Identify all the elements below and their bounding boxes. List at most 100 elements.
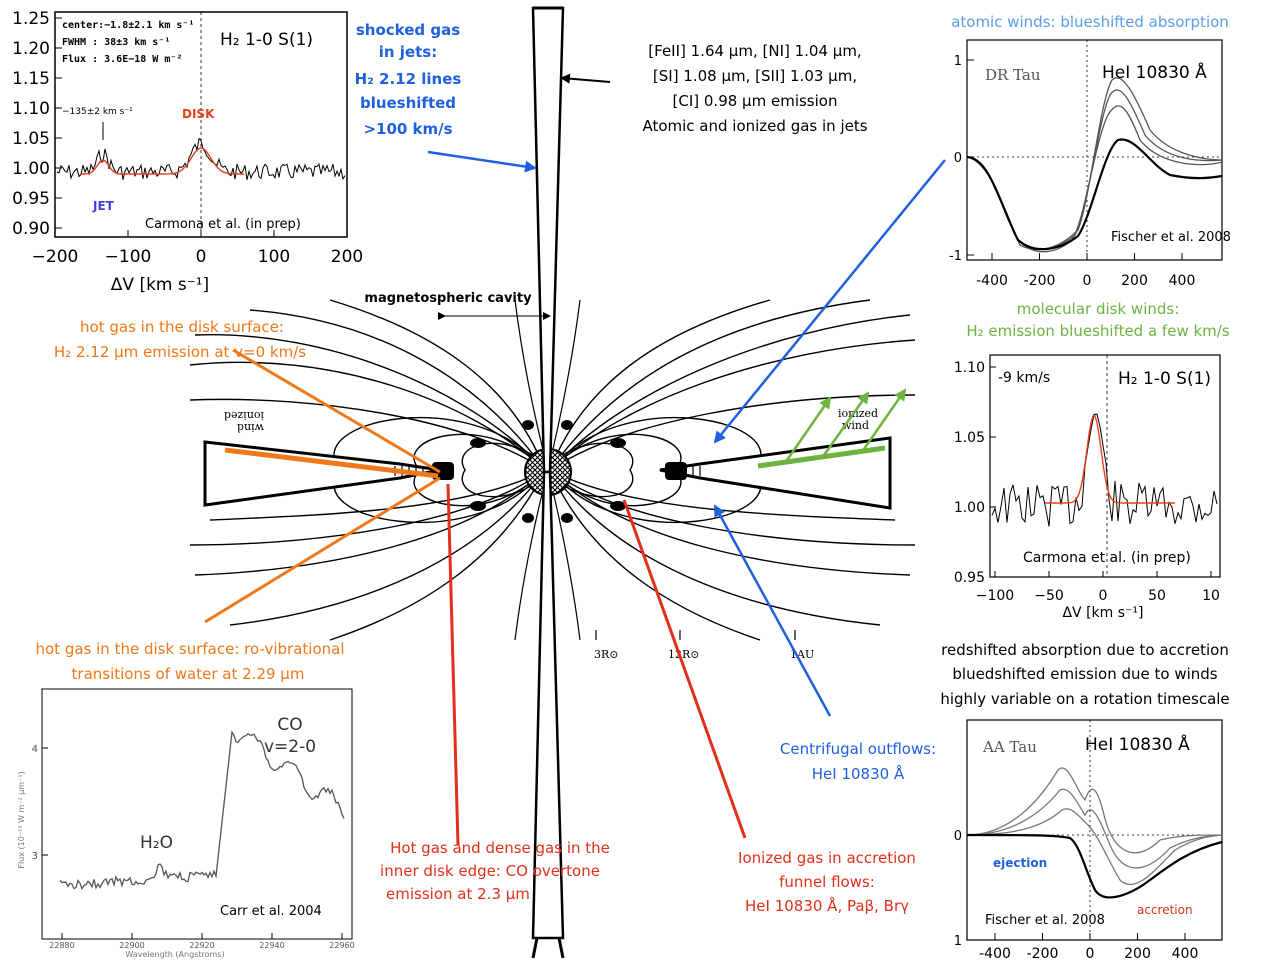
h2-disk-xtick-label: 50 <box>1148 588 1166 604</box>
aa-tau-xtick-label: 0 <box>1086 946 1095 962</box>
shocked-gas-4: blueshifted <box>360 94 456 112</box>
panel-h2-disk-frame <box>989 354 1221 578</box>
h2-jet-jet-label: JET <box>92 199 115 213</box>
h2-disk-xtick-label: 0 <box>1099 588 1108 604</box>
hot-gas-water-1: hot gas in the disk surface: ro-vibratio… <box>36 640 345 658</box>
co-overtone-3: emission at 2.3 μm <box>386 885 530 903</box>
h2-jet-xtick-label: −100 <box>105 247 152 267</box>
co-xtick-label: 22920 <box>189 941 214 950</box>
h2-disk-spectrum <box>991 413 1218 527</box>
aa-tau-xtick-label: -200 <box>1027 946 1059 962</box>
hot-gas-h2-1: hot gas in the disk surface: <box>80 318 284 336</box>
ionized-wind-left-1: ionized <box>224 409 264 422</box>
molecular-wind-arrow-1 <box>783 396 832 464</box>
hot-gas-water-line <box>204 476 441 624</box>
h2-jet-xtick-label: −200 <box>32 247 79 267</box>
h2-jet-xtick-label: 0 <box>196 247 207 267</box>
dr-tau-ytick-label: 0 <box>954 151 962 166</box>
h2-jet-info-2: FWHM : 38±3 km s⁻¹ <box>62 37 170 48</box>
accretion-note-1: redshifted absorption due to accretion <box>941 641 1229 659</box>
centrifugal-1: Centrifugal outflows: <box>780 740 936 758</box>
co-ylabel: Flux (10⁻¹⁹ W m⁻² μm⁻¹) <box>17 771 26 868</box>
aa-tau-xtick-label: 200 <box>1124 946 1151 962</box>
panel-co: CO v=2-0 H₂O Carr et al. 2004 Flux (10⁻¹… <box>17 688 355 959</box>
h2-jet-spectrum <box>56 137 346 181</box>
h2-jet-ytick-label: 1.05 <box>12 129 50 149</box>
molecular-wind-arrow-3 <box>860 388 907 453</box>
dr-tau-profiles <box>966 77 1223 253</box>
atomic-jets-1: [FeII] 1.64 μm, [NI] 1.04 μm, <box>648 42 861 60</box>
disk-inner-rim-right <box>665 462 687 480</box>
dr-tau-line: HeI 10830 Å <box>1102 61 1207 83</box>
co-xtick-label: 22900 <box>119 941 144 950</box>
co-spectrum <box>59 729 345 891</box>
dr-tau-ytick-label: 1 <box>954 54 962 69</box>
co-ytick-label: 3 <box>32 851 38 862</box>
h2-jet-ytick-label: 0.90 <box>12 219 50 239</box>
atomic-jets-2: [SI] 1.08 μm, [SII] 1.03 μm, <box>653 67 857 85</box>
aa-tau-xtick-label: 400 <box>1172 946 1199 962</box>
aa-tau-profiles <box>966 767 1223 899</box>
aa-tau-ytick-label: 0 <box>954 829 962 844</box>
atomic-jet-arrow <box>560 73 611 84</box>
atomic-jets-4: Atomic and ionized gas in jets <box>642 117 867 135</box>
h2-jet-ytick-label: 1.20 <box>12 39 50 59</box>
h2-disk-ytick-label: 1.05 <box>954 430 985 446</box>
aa-tau-xtick-label: -400 <box>979 946 1011 962</box>
h2-disk-ytick-label: 0.95 <box>954 570 985 586</box>
funnel-flows-2: funnel flows: <box>779 873 875 891</box>
molecular-winds-1: molecular disk winds: <box>1017 300 1180 318</box>
accretion-note-3: highly variable on a rotation timescale <box>940 690 1229 708</box>
h2-jet-disk-label: DISK <box>182 107 215 121</box>
aa-tau-accretion: accretion <box>1137 903 1193 917</box>
panel-aa-tau-frame <box>966 719 1223 941</box>
ionized-wind-left-2: wind <box>237 421 264 434</box>
h2-jet-info-3: Flux : 3.6E−18 W m⁻² <box>62 54 182 65</box>
h2-disk-xlabel: ΔV [km s⁻¹] <box>1062 605 1143 621</box>
h2-disk-ytick-label: 1.00 <box>954 500 985 516</box>
h2-jet-ytick-label: 1.25 <box>12 9 50 29</box>
co-xtick-label: 22880 <box>49 941 74 950</box>
panel-dr-tau: DR Tau HeI 10830 Å Fischer et al. 2008 1… <box>949 39 1231 289</box>
dr-tau-star: DR Tau <box>985 66 1041 84</box>
h2-jet-ytick-label: 1.15 <box>12 69 50 89</box>
atomic-winds-title: atomic winds: blueshifted absorption <box>951 13 1229 31</box>
magnetospheric-cavity-label: magnetospheric cavity <box>364 291 532 306</box>
accretion-note-2: bluedshifted emission due to winds <box>952 665 1217 683</box>
aa-tau-ytick-label: 1 <box>954 934 962 949</box>
disk-right <box>659 436 892 510</box>
h2-jet-ytick-label: 0.95 <box>12 189 50 209</box>
panel-h2-jet: 1.25 1.20 1.15 1.10 1.05 1.00 0.95 0.90 −200 −10… <box>12 9 363 295</box>
panel-aa-tau: AA Tau HeI 10830 Å ejection accretion Fi… <box>954 719 1223 962</box>
molecular-winds-2: H₂ emission blueshifted a few km/s <box>966 322 1230 340</box>
dr-tau-credit: Fischer et al. 2008 <box>1111 230 1231 245</box>
star-disk-diagram: 3R⊙ 12R⊙ 1AU ionized wind ionized wind <box>189 6 916 959</box>
co-xtick-label: 22940 <box>259 941 284 950</box>
h2-jet-fit <box>80 147 244 175</box>
h2-jet-xlabel: ΔV [km s⁻¹] <box>111 275 209 295</box>
h2-disk-velocity: -9 km/s <box>998 370 1050 386</box>
h2-disk-xtick-label: 10 <box>1202 588 1220 604</box>
aa-tau-ejection: ejection <box>993 856 1047 870</box>
field-lines <box>189 299 546 641</box>
h2-disk-title: H₂ 1-0 S(1) <box>1118 369 1211 389</box>
molecular-wind-arrow-2 <box>820 391 870 459</box>
ionized-wind-right-1: ionized <box>838 407 878 420</box>
dr-tau-xtick-label: -200 <box>1024 273 1056 289</box>
dr-tau-xtick-label: -400 <box>976 273 1008 289</box>
shocked-gas-2: in jets: <box>379 43 437 61</box>
h2-jet-credit: Carmona et al. (in prep) <box>145 217 301 232</box>
h2-jet-ytick-label: 1.00 <box>12 159 50 179</box>
hot-gas-h2-2: H₂ 2.12 μm emission at v=0 km/s <box>54 343 306 361</box>
shocked-gas-arrow <box>427 150 537 173</box>
hot-gas-h2-line-1 <box>232 348 441 474</box>
dr-tau-xtick-label: 0 <box>1083 273 1092 289</box>
atomic-winds-arrow <box>713 159 946 444</box>
h2-disk-credit: Carmona et al. (in prep) <box>1023 550 1191 566</box>
shocked-gas-1: shocked gas <box>356 21 460 39</box>
dr-tau-xtick-label: 400 <box>1169 273 1196 289</box>
hot-gas-water-2: transitions of water at 2.29 μm <box>72 665 305 683</box>
h2-disk-xtick-label: −50 <box>1034 588 1064 604</box>
h2-jet-ytick-label: 1.10 <box>12 99 50 119</box>
